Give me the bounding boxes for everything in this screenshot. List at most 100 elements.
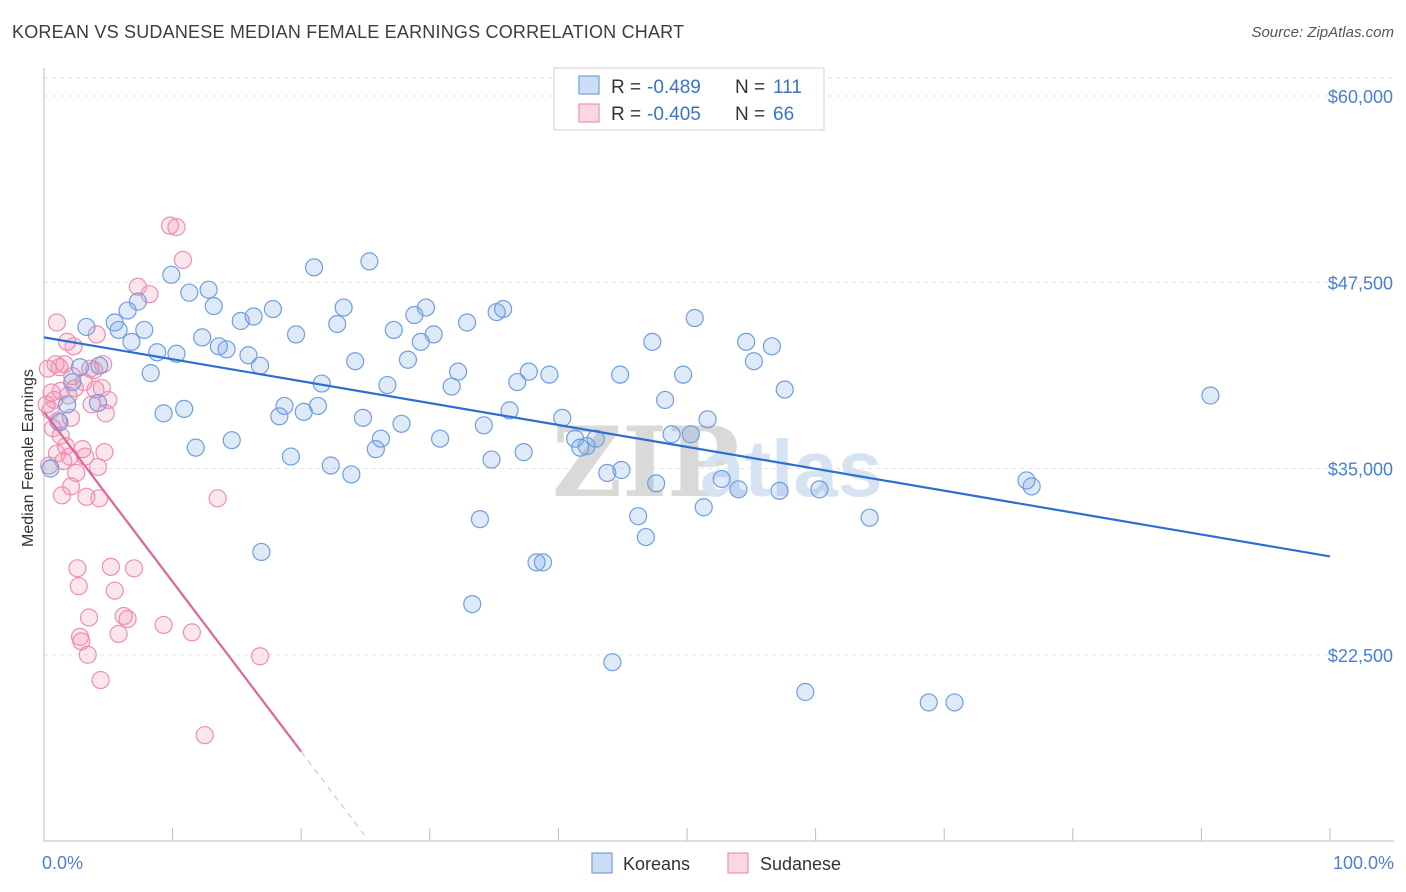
korean-point-7 (90, 356, 109, 375)
korean-point-11 (122, 332, 141, 351)
korean-point-29 (239, 346, 258, 365)
korean-point-99 (744, 352, 763, 371)
x-tick-label-min: 0.0% (42, 853, 83, 873)
sudanese-point-37 (82, 395, 101, 414)
trend-lines (43, 336, 1331, 837)
korean-point-36 (281, 447, 301, 466)
sudanese-point-58 (160, 216, 180, 235)
bottom-legend-swatch-sudanese (727, 852, 749, 874)
korean-point-34 (270, 407, 289, 426)
sudanese-point-61 (182, 623, 201, 642)
sudanese-point-65 (61, 477, 81, 496)
korean-point-71 (514, 443, 533, 462)
y-tick-label-0: $22,500 (1328, 646, 1393, 666)
korean-point-101 (770, 481, 789, 500)
korean-point-105 (860, 508, 879, 527)
korean-point-59 (430, 429, 450, 448)
y-axis-label: Median Female Earnings (20, 369, 37, 547)
korean-point-42 (321, 456, 340, 475)
korean-point-94 (694, 498, 713, 517)
korean-point-81 (598, 463, 617, 483)
axes (43, 68, 1394, 842)
korean-point-87 (643, 332, 662, 351)
korean-point-0 (41, 459, 60, 478)
korean-point-98 (737, 332, 756, 351)
korean-point-40 (308, 396, 328, 416)
chart-title: KOREAN VS SUDANESE MEDIAN FEMALE EARNING… (12, 22, 685, 42)
y-tick-label-1: $35,000 (1328, 460, 1393, 480)
korean-point-104 (810, 480, 829, 499)
korean-point-80 (586, 429, 605, 448)
korean-point-18 (167, 344, 186, 363)
x-ticks (43, 828, 1331, 841)
sudanese-point-43 (91, 670, 110, 690)
korean-point-106 (919, 693, 938, 712)
legend-swatch-sudanese (578, 103, 600, 123)
legend-swatch-korean (578, 75, 600, 95)
korean-point-70 (508, 372, 527, 392)
sudanese-point-27 (69, 577, 88, 596)
x-tick-label-max: 100.0% (1333, 853, 1394, 873)
korean-point-14 (141, 364, 160, 383)
korean-point-12 (128, 292, 147, 311)
legend-n-label-korean: N = (735, 77, 770, 98)
sudanese-point-21 (61, 408, 81, 427)
korean-point-108 (1017, 471, 1036, 490)
legend-n-value-sudanese: 66 (773, 104, 794, 125)
y-tick-label-3: $60,000 (1328, 87, 1393, 107)
source-credit: Source: ZipAtlas.com (1251, 24, 1394, 41)
sudanese-point-30 (73, 440, 92, 459)
korean-point-85 (629, 507, 648, 526)
korean-point-17 (162, 265, 181, 284)
sudanese-point-64 (250, 647, 270, 666)
legend-r-label-sudanese: R = (611, 104, 646, 125)
korean-point-3 (63, 372, 82, 392)
korean-point-1 (50, 413, 69, 432)
korean-point-74 (533, 553, 553, 572)
sudanese-point-34 (78, 645, 97, 664)
korean-point-88 (647, 474, 666, 493)
korean-point-83 (611, 365, 630, 384)
korean-point-30 (244, 307, 263, 326)
grid-lines (44, 77, 1394, 656)
korean-point-2 (58, 395, 77, 414)
sudanese-point-54 (124, 559, 144, 578)
korean-point-75 (540, 365, 559, 384)
legend-r-value-korean: -0.489 (647, 77, 701, 98)
korean-point-20 (180, 283, 199, 302)
watermark: ZIP atlas (552, 406, 882, 519)
sudanese-point-59 (167, 218, 186, 237)
korean-points (41, 252, 1220, 712)
sudanese-point-25 (67, 463, 86, 483)
korean-point-23 (199, 280, 218, 299)
korean-point-24 (204, 296, 223, 316)
korean-point-62 (457, 313, 477, 332)
korean-point-84 (612, 460, 631, 480)
korean-point-35 (275, 396, 294, 416)
sudanese-point-62 (195, 726, 214, 745)
korean-point-69 (500, 401, 519, 420)
sudanese-point-48 (99, 390, 118, 410)
legend-r-value-sudanese: -0.405 (647, 104, 701, 125)
korean-point-16 (154, 404, 173, 423)
sudanese-point-63 (208, 489, 227, 508)
sudanese-point-35 (79, 608, 99, 627)
sudanese-point-53 (118, 609, 137, 629)
korean-point-96 (712, 469, 731, 489)
korean-point-54 (398, 350, 418, 369)
korean-point-102 (775, 380, 794, 399)
korean-point-32 (252, 542, 271, 562)
korean-point-110 (1201, 386, 1220, 405)
watermark-atlas: atlas (700, 424, 882, 513)
sudanese-point-46 (95, 443, 114, 462)
korean-point-19 (175, 399, 194, 418)
sudanese-point-40 (87, 325, 106, 344)
korean-point-57 (416, 298, 436, 317)
korean-point-53 (392, 414, 411, 433)
sudanese-point-50 (105, 581, 124, 600)
korean-point-52 (384, 320, 403, 340)
korean-point-26 (217, 340, 236, 359)
korean-point-27 (222, 431, 241, 450)
korean-point-46 (346, 352, 365, 371)
